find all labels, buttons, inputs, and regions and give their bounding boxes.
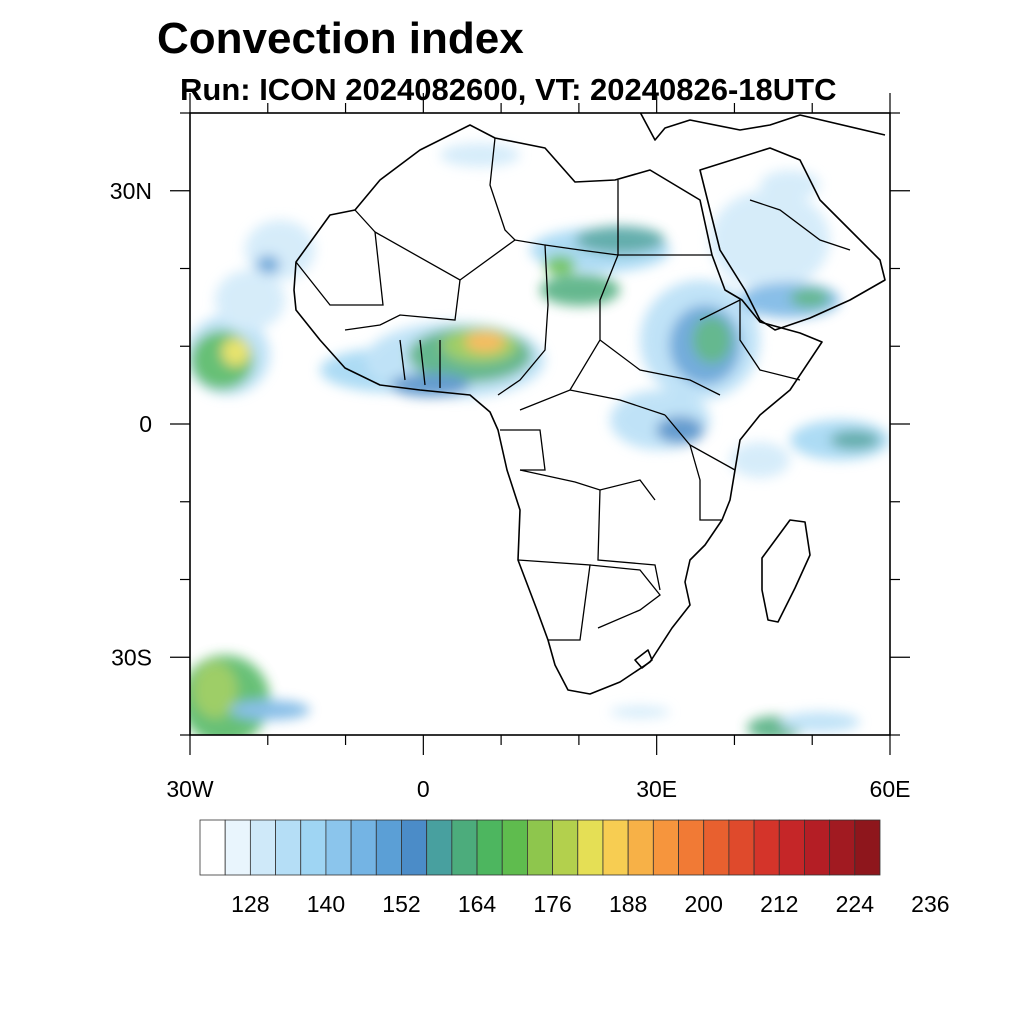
lat-label: 30N	[110, 178, 152, 204]
colorbar-swatch	[552, 819, 579, 876]
colorbar-swatch	[728, 819, 755, 876]
colorbar-label: 188	[609, 891, 647, 917]
colorbar-swatch	[627, 819, 654, 876]
map-subtitle: Run: ICON 2024082600, VT: 20240826-18UTC	[180, 72, 837, 107]
colorbar-swatch	[854, 819, 881, 876]
colorbar-label: 140	[307, 891, 345, 917]
convection-field	[190, 143, 890, 735]
colorbar-swatch	[426, 819, 453, 876]
colorbar-swatch	[325, 819, 352, 876]
colorbar-swatch	[375, 819, 402, 876]
lon-label: 60E	[870, 776, 911, 802]
lon-label: 0	[417, 776, 430, 802]
lat-label: 0	[139, 411, 152, 437]
colorbar-label: 152	[382, 891, 420, 917]
country-borders	[295, 137, 851, 641]
colorbar-swatch	[249, 819, 276, 876]
colorbar-swatch	[703, 819, 730, 876]
coastlines	[293, 113, 886, 695]
colorbar-swatch	[275, 819, 302, 876]
colorbar-swatch	[350, 819, 377, 876]
colorbar-swatch	[577, 819, 604, 876]
colorbar-swatch	[224, 819, 251, 876]
colorbar-labels: 128 140 152 164 176 188 200 212 224 236	[231, 891, 949, 917]
colorbar-swatch	[451, 819, 478, 876]
axis-labels: 30N 0 30S 30W 0 30E 60E	[110, 178, 911, 802]
colorbar-swatch	[778, 819, 805, 876]
colorbar-label: 236	[911, 891, 949, 917]
colorbar-swatch	[753, 819, 780, 876]
colorbar-swatch	[401, 819, 428, 876]
colorbar-label: 128	[231, 891, 269, 917]
axis-ticks	[170, 93, 910, 755]
colorbar-label: 164	[458, 891, 497, 917]
colorbar-swatch	[829, 819, 856, 876]
colorbar-swatch	[501, 819, 528, 876]
colorbar-label: 224	[836, 891, 875, 917]
colorbar-label: 212	[760, 891, 798, 917]
lon-label: 30E	[636, 776, 677, 802]
colorbar-swatch	[804, 819, 831, 876]
colorbar-swatch	[652, 819, 679, 876]
colorbar-swatch	[527, 819, 553, 876]
colorbar-label: 200	[685, 891, 723, 917]
colorbar-swatch	[602, 819, 629, 876]
colorbar-swatch	[678, 819, 705, 876]
colorbar-label: 176	[533, 891, 571, 917]
colorbar-swatch	[300, 819, 327, 876]
colorbar-swatch	[199, 819, 226, 876]
map-title: Convection index	[157, 14, 524, 63]
lon-label: 30W	[166, 776, 214, 802]
colorbar	[199, 819, 881, 876]
colorbar-swatch	[476, 819, 503, 876]
lat-label: 30S	[111, 644, 152, 670]
